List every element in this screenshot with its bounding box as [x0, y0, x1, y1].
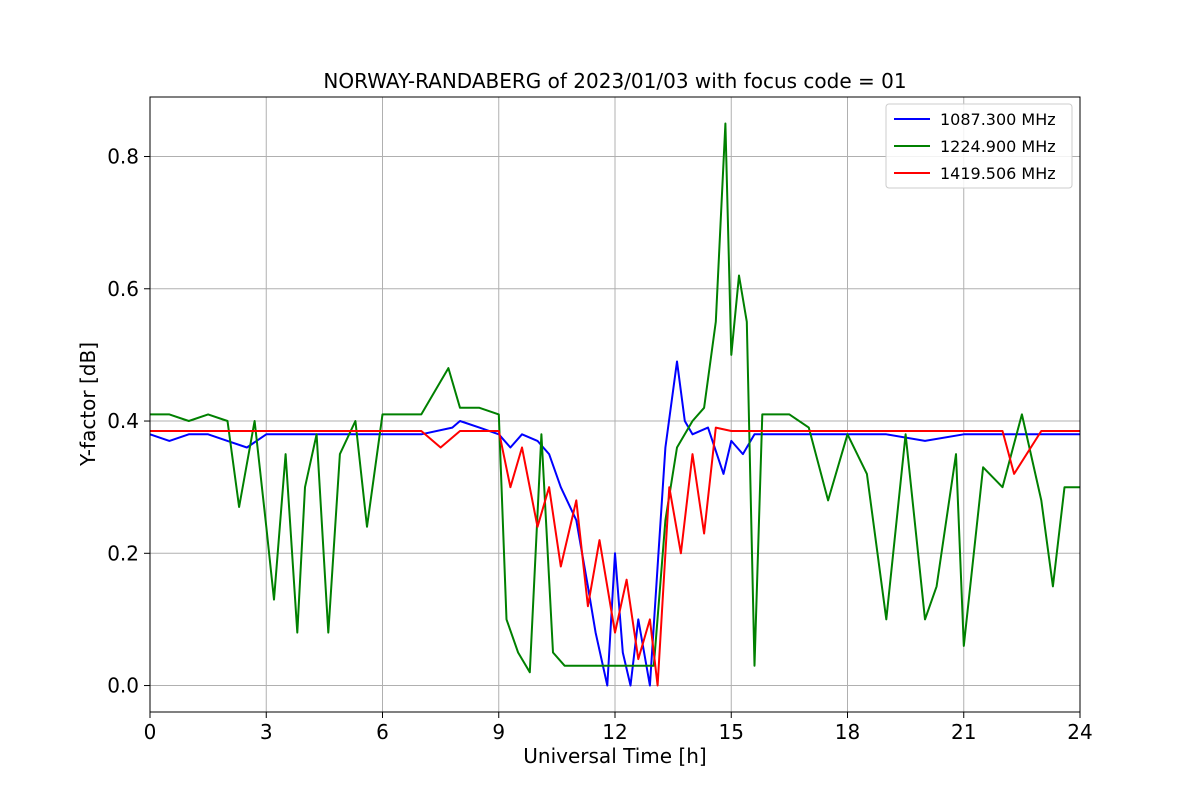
y-tick-label: 0.8: [107, 145, 139, 169]
legend: 1087.300 MHz 1224.900 MHz 1419.506 MHz: [885, 103, 1073, 189]
y-tick-label: 0.2: [107, 541, 139, 565]
ticks: 0 3 6 9 12 15 18 21 24 0.0 0.2 0.4 0.6 0.8: [107, 145, 1093, 744]
y-tick-label: 0.0: [107, 674, 139, 698]
y-tick-label: 0.6: [107, 277, 139, 301]
x-tick-label: 6: [376, 720, 389, 744]
chart-title: NORWAY-RANDABERG of 2023/01/03 with focu…: [323, 69, 906, 93]
y-tick-label: 0.4: [107, 409, 139, 433]
x-tick-label: 9: [492, 720, 505, 744]
x-axis-label: Universal Time [h]: [523, 744, 706, 768]
x-tick-label: 18: [835, 720, 860, 744]
series-line-3: [150, 426, 1080, 687]
legend-label: 1419.506 MHz: [940, 164, 1056, 183]
x-tick-label: 0: [144, 720, 157, 744]
x-tick-label: 24: [1067, 720, 1092, 744]
x-tick-label: 15: [719, 720, 744, 744]
x-tick-label: 21: [951, 720, 976, 744]
x-tick-label: 12: [602, 720, 627, 744]
series-line-2: [150, 122, 1080, 674]
legend-label: 1224.900 MHz: [940, 137, 1056, 156]
series-line-1: [149, 360, 1080, 687]
legend-box: [885, 103, 1073, 189]
x-tick-label: 3: [260, 720, 273, 744]
legend-label: 1087.300 MHz: [940, 110, 1056, 129]
y-axis-label: Y-factor [dB]: [76, 342, 100, 467]
series-layer: [149, 122, 1080, 687]
